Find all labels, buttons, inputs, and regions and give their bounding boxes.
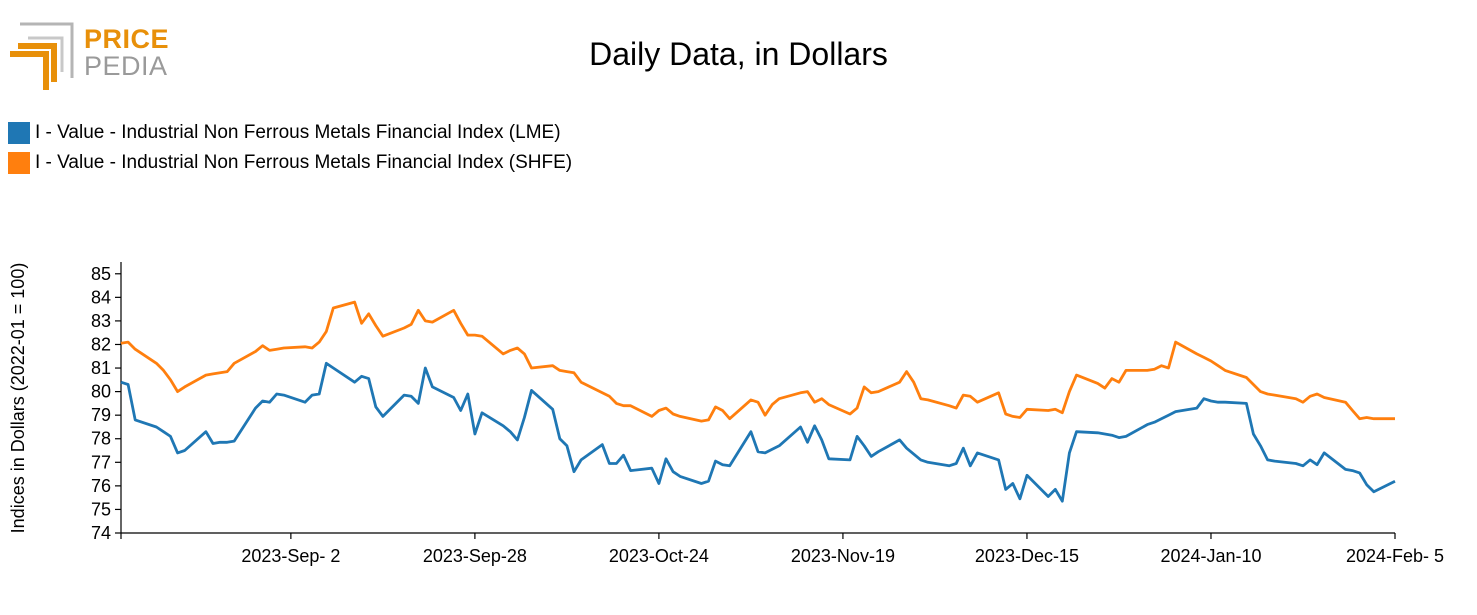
y-tick-label: 74 xyxy=(91,523,111,543)
series-layer xyxy=(120,300,1396,503)
legend-label-shfe: I - Value - Industrial Non Ferrous Metal… xyxy=(35,152,573,173)
legend-item-lme[interactable]: I - Value - Industrial Non Ferrous Metal… xyxy=(8,118,572,148)
x-tick-label: 2023-Sep- 2 xyxy=(241,546,340,566)
y-tick-label: 82 xyxy=(91,334,111,354)
legend-swatch-lme xyxy=(8,122,30,144)
legend-label-lme: I - Value - Industrial Non Ferrous Metal… xyxy=(35,122,561,143)
logo-mark xyxy=(10,22,74,90)
y-tick-label: 80 xyxy=(91,382,111,402)
chart-legend: I - Value - Industrial Non Ferrous Metal… xyxy=(8,118,572,178)
y-tick-label: 79 xyxy=(91,405,111,425)
legend-swatch-shfe xyxy=(8,152,30,174)
legend-item-shfe[interactable]: I - Value - Industrial Non Ferrous Metal… xyxy=(8,148,572,178)
y-axis: 74 75 76 77 78 79 80 81 82 83 84 85 xyxy=(91,262,122,543)
logo-word-pedia: PEDIA xyxy=(84,51,168,81)
x-tick-label: 2023-Oct-24 xyxy=(609,546,709,566)
x-tick-label: 2024-Feb- 5 xyxy=(1346,546,1444,566)
logo-word-price: PRICE xyxy=(84,24,170,54)
series-line-lme[interactable] xyxy=(120,361,1396,503)
chart-title: Daily Data, in Dollars xyxy=(589,36,888,72)
x-tick-label: 2024-Jan-10 xyxy=(1160,546,1261,566)
pricepedia-logo: PRICE PEDIA xyxy=(6,20,170,95)
y-tick-label: 85 xyxy=(91,264,111,284)
x-tick-label: 2023-Nov-19 xyxy=(791,546,895,566)
y-tick-label: 76 xyxy=(91,476,111,496)
y-tick-label: 77 xyxy=(91,452,111,472)
y-axis-label: Indices in Dollars (2022-01 = 100) xyxy=(8,263,28,534)
y-tick-label: 83 xyxy=(91,311,111,331)
y-tick-label: 78 xyxy=(91,429,111,449)
y-tick-label: 75 xyxy=(91,499,111,519)
x-axis: 2023-Sep- 2 2023-Sep-28 2023-Oct-24 2023-No… xyxy=(120,532,1444,566)
y-tick-label: 84 xyxy=(91,287,111,307)
series-line-shfe[interactable] xyxy=(120,300,1395,423)
x-tick-label: 2023-Sep-28 xyxy=(423,546,527,566)
x-tick-label: 2023-Dec-15 xyxy=(975,546,1079,566)
y-tick-label: 81 xyxy=(91,358,111,378)
